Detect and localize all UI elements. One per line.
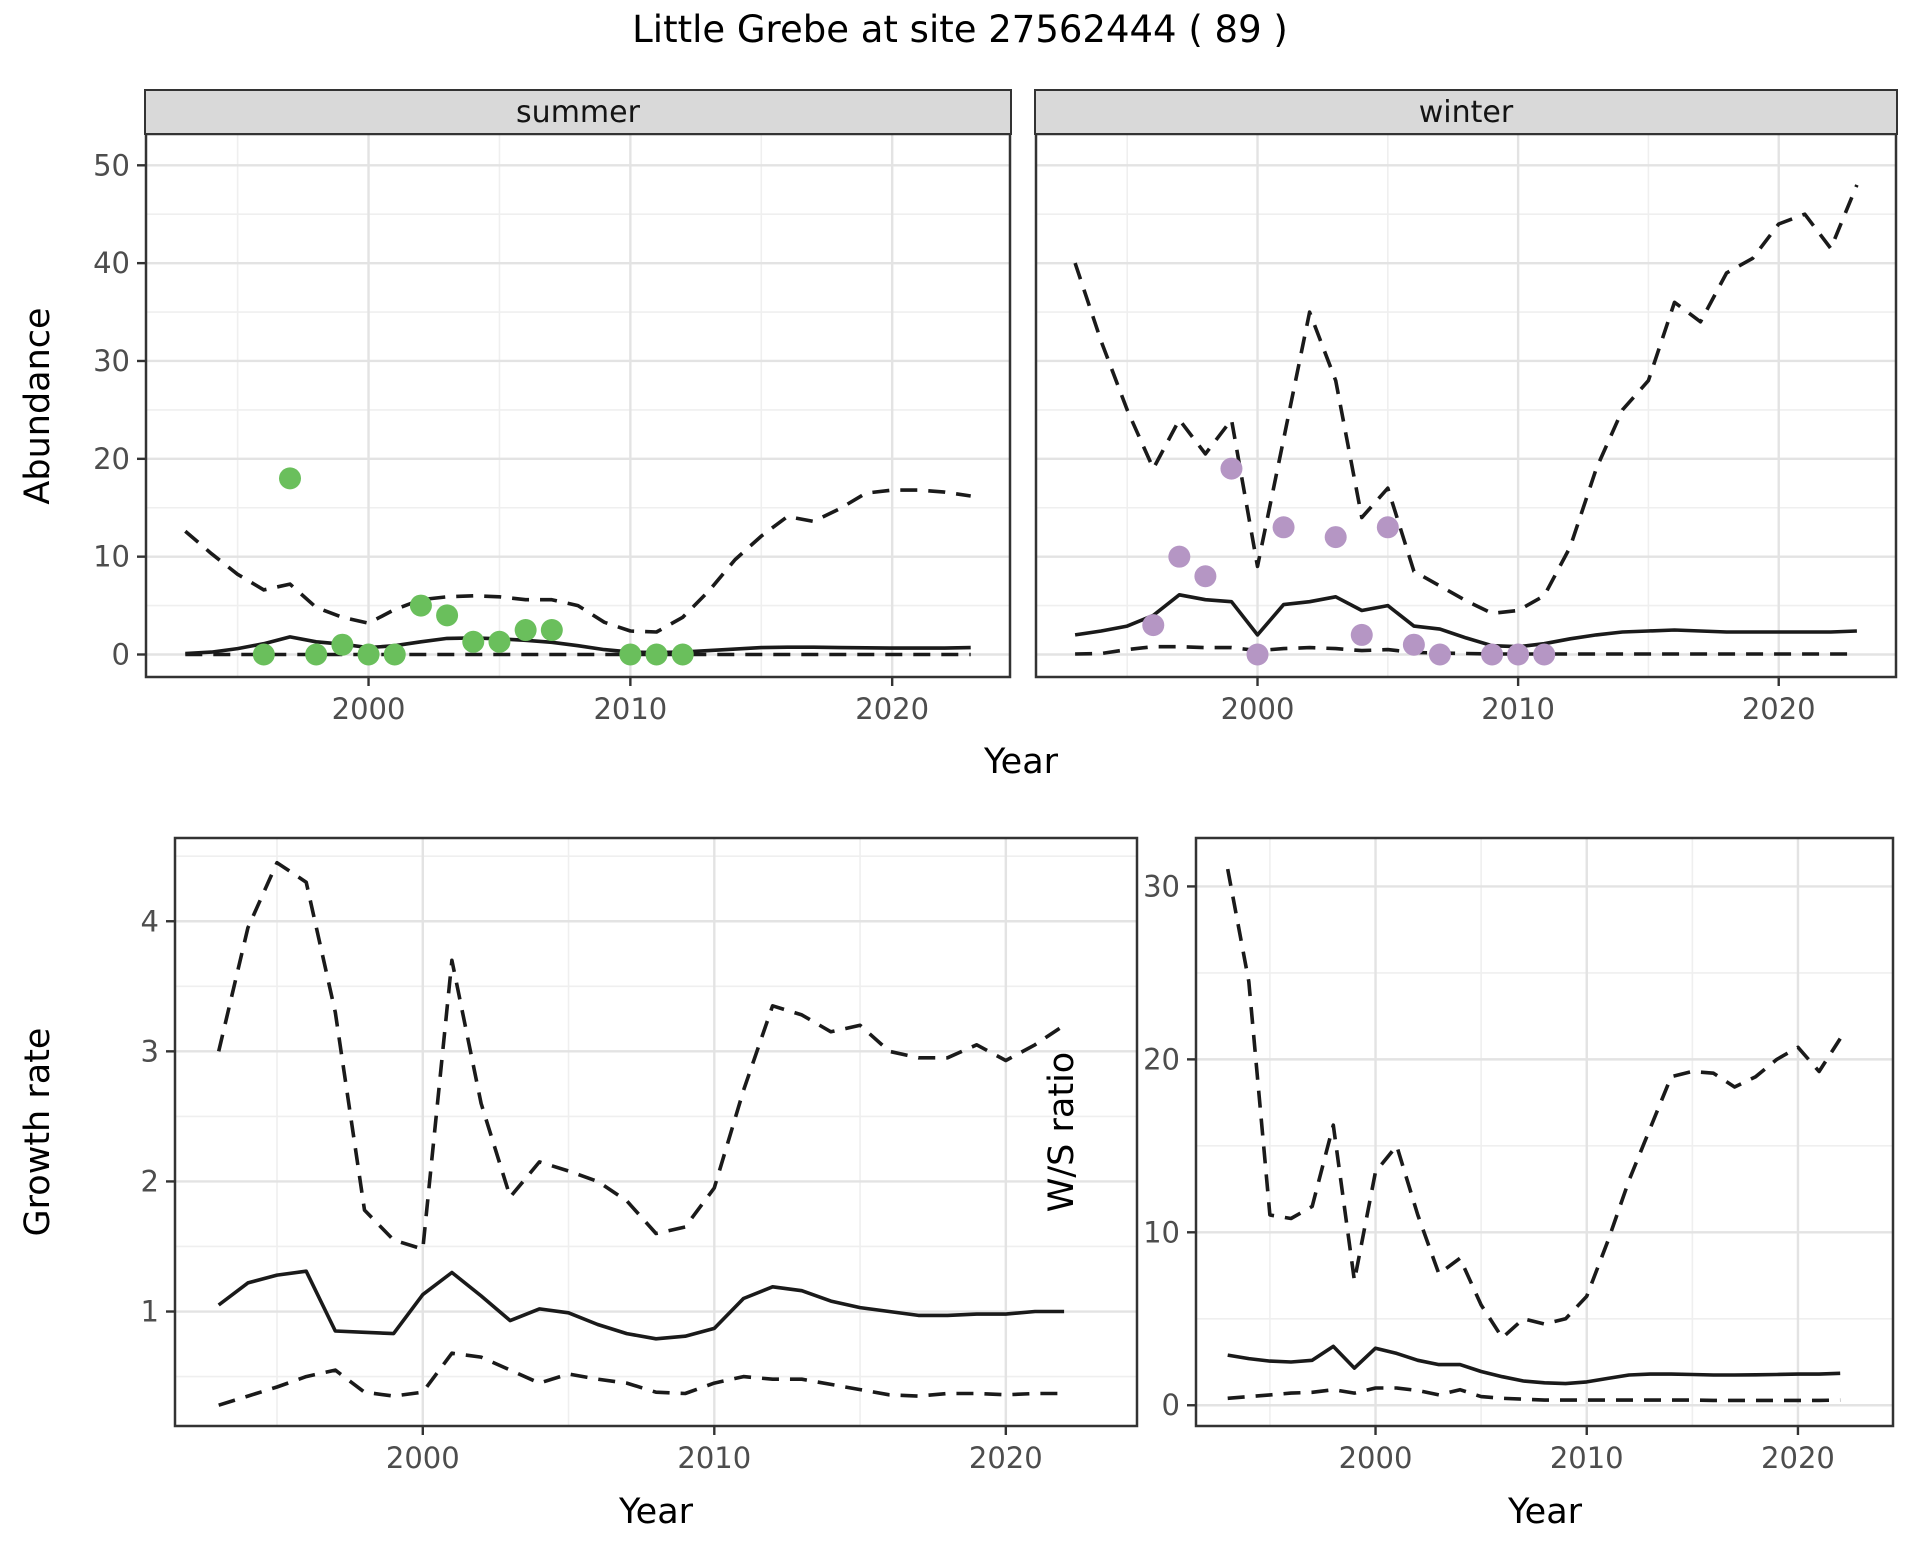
observation-point — [409, 594, 432, 617]
x-tick-label: 2000 — [332, 692, 406, 726]
panel-bg-abundance-winter — [1036, 134, 1896, 677]
observation-point — [305, 643, 328, 666]
series-fit-line — [185, 635, 971, 656]
x-tick-label: 2010 — [593, 692, 667, 726]
facet-strip-summer-label: summer — [516, 94, 640, 130]
y-tick-label: 0 — [1162, 1388, 1180, 1422]
panel-border-growth-rate — [173, 836, 1139, 1428]
observation-point — [383, 643, 406, 666]
observation-point — [1507, 643, 1530, 666]
x-tick-label: 2020 — [969, 1441, 1043, 1475]
y-tick-label: 1 — [141, 1295, 159, 1329]
x-axis-title-year-bottom-left: Year — [618, 1492, 694, 1532]
y-tick-label: 2 — [141, 1164, 159, 1198]
observation-point — [1220, 457, 1243, 480]
x-tick-label: 2010 — [677, 1441, 751, 1475]
observation-point — [1428, 643, 1451, 666]
y-tick-label: 20 — [93, 442, 130, 476]
series-lower-ci-line — [1075, 644, 1857, 656]
series-lower-ci-line — [1227, 1386, 1841, 1403]
observation-point — [671, 643, 694, 666]
y-tick-label: 3 — [141, 1034, 159, 1068]
panel-border-ws-ratio — [1194, 836, 1895, 1428]
observation-point — [1194, 565, 1217, 588]
y-tick-label: 0 — [112, 637, 130, 671]
y-tick-label: 40 — [93, 246, 130, 280]
y-tick-label: 30 — [1143, 869, 1180, 903]
observation-point — [252, 643, 275, 666]
y-tick-label: 50 — [93, 148, 130, 182]
x-axis-title-year-top: Year — [983, 742, 1059, 782]
observation-point — [436, 604, 459, 627]
x-axis-title-year-bottom-right: Year — [1507, 1492, 1583, 1532]
series-upper-ci-line — [1073, 184, 1859, 616]
y-tick-label: 30 — [93, 344, 130, 378]
series-upper-ci-line — [216, 860, 1066, 1251]
observation-point — [1533, 643, 1556, 666]
panel-bg-ws-ratio — [1196, 838, 1893, 1426]
x-tick-label: 2010 — [1550, 1441, 1624, 1475]
observation-point — [1376, 516, 1399, 539]
observation-point — [1481, 643, 1504, 666]
y-tick-label: 10 — [93, 540, 130, 574]
y-axis-title-abundance: Abundance — [18, 307, 58, 505]
x-tick-label: 2010 — [1481, 692, 1555, 726]
observation-point — [540, 619, 563, 642]
series-upper-ci-line — [1225, 868, 1842, 1340]
facet-strip-winter-label: winter — [1418, 94, 1514, 130]
observation-point — [514, 619, 537, 642]
series-fit-line — [217, 1269, 1065, 1341]
y-axis-title-ws-ratio: W/S ratio — [1042, 1051, 1082, 1213]
y-axis-title-growth-rate: Growth rate — [18, 1027, 58, 1237]
observation-point — [1402, 633, 1425, 656]
panel-bg-abundance-summer — [146, 134, 1010, 677]
observation-point — [1246, 643, 1269, 666]
x-tick-label: 2020 — [1742, 692, 1816, 726]
observation-point — [357, 643, 380, 666]
observation-point — [645, 643, 668, 666]
chart-title: Little Grebe at site 27562444 ( 89 ) — [632, 8, 1288, 51]
x-tick-label: 2000 — [1221, 692, 1295, 726]
series-fit-line — [1074, 593, 1857, 649]
y-tick-label: 4 — [141, 904, 159, 938]
observation-point — [1168, 545, 1191, 568]
observation-point — [1350, 623, 1373, 646]
facet-strip-summer: summer — [144, 89, 1012, 135]
x-tick-label: 2020 — [855, 692, 929, 726]
observation-point — [1142, 614, 1165, 637]
series-fit-line — [1227, 1344, 1841, 1386]
observation-point — [619, 643, 642, 666]
x-tick-label: 2000 — [386, 1441, 460, 1475]
observation-point — [488, 630, 511, 653]
series-upper-ci-line — [184, 488, 971, 634]
observation-point — [1324, 526, 1347, 549]
observation-point — [331, 633, 354, 656]
y-tick-label: 10 — [1143, 1215, 1180, 1249]
observation-point — [462, 630, 485, 653]
x-tick-label: 2020 — [1761, 1441, 1835, 1475]
observation-point — [279, 467, 301, 490]
facet-strip-winter: winter — [1034, 89, 1898, 135]
series-lower-ci-line — [218, 1351, 1065, 1407]
x-tick-label: 2000 — [1339, 1441, 1413, 1475]
observation-point — [1272, 516, 1295, 539]
y-tick-label: 20 — [1143, 1042, 1180, 1076]
